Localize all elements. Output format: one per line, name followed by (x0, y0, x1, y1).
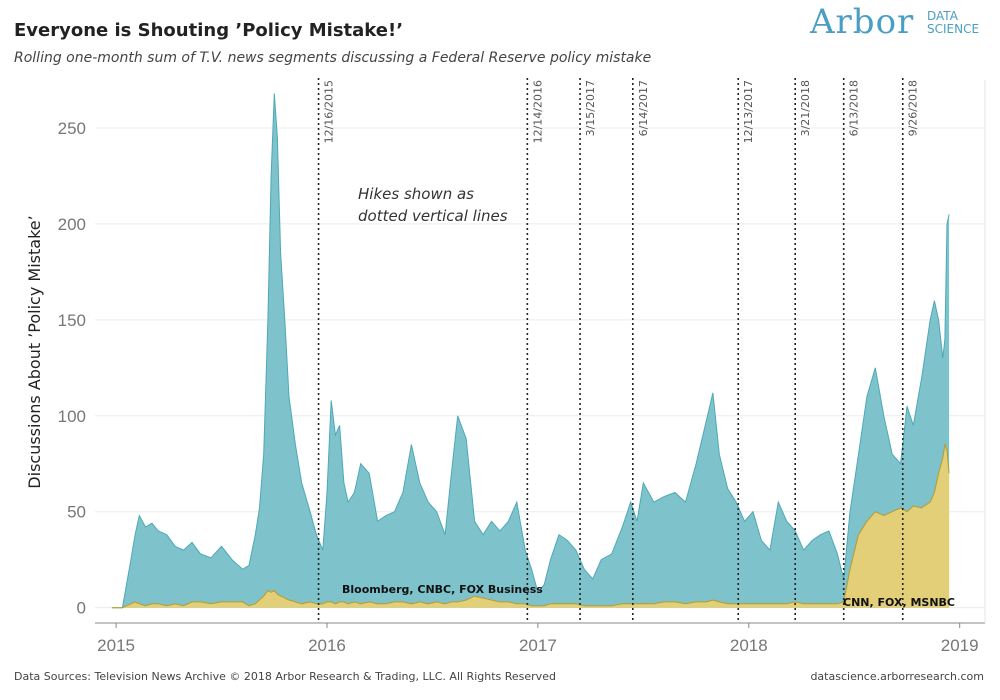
arbor-logo: Arbor DATA SCIENCE (810, 2, 995, 46)
logo-sub-line-2: SCIENCE (927, 22, 980, 36)
total-area (111, 93, 950, 608)
hike-label-7: 9/26/2018 (907, 80, 920, 136)
x-tick-2016: 2016 (308, 636, 346, 655)
hike-label-3: 6/14/2017 (637, 80, 650, 136)
y-tick-0: 0 (77, 599, 86, 618)
logo-sub-line-1: DATA (927, 9, 958, 23)
x-tick-2015: 2015 (97, 636, 135, 655)
series-label-bloomberg: Bloomberg, CNBC, FOX Business (342, 583, 543, 596)
x-tick-2018: 2018 (730, 636, 768, 655)
footer-sources: Data Sources: Television News Archive © … (14, 670, 556, 683)
hikes-note-line-2: dotted vertical lines (358, 207, 508, 225)
hike-label-2: 3/15/2017 (584, 80, 597, 136)
footer-url: datascience.arborresearch.com (810, 670, 984, 683)
hike-label-6: 6/13/2018 (848, 80, 861, 136)
y-tick-50: 50 (67, 503, 86, 522)
y-tick-150: 150 (58, 311, 86, 330)
logo-main-text: Arbor (810, 2, 915, 42)
hike-lines: 12/16/2015 12/14/2016 3/15/2017 6/14/2017 12… (317, 78, 920, 623)
chart-title: Everyone is Shouting ’Policy Mistake!’ (14, 20, 404, 41)
axes: 2015 2016 2017 2018 2019 (95, 80, 986, 655)
chart-subtitle: Rolling one-month sum of T.V. news segme… (14, 50, 652, 66)
area-series (111, 93, 950, 609)
hike-label-4: 12/13/2017 (742, 80, 755, 143)
total-line (111, 93, 950, 609)
x-tick-2017: 2017 (519, 636, 557, 655)
y-tick-100: 100 (58, 407, 86, 426)
y-tick-250: 250 (58, 119, 86, 138)
x-tick-2019: 2019 (941, 636, 979, 655)
sub-area (111, 444, 950, 608)
logo-sub-text: DATA SCIENCE (927, 10, 979, 36)
series-label-cnn: CNN, FOX, MSNBC (843, 596, 955, 609)
hike-label-5: 3/21/2018 (799, 80, 812, 136)
y-tick-200: 200 (58, 215, 86, 234)
hikes-note-line-1: Hikes shown as (358, 185, 474, 203)
y-axis-label: Discussions About ’Policy Mistake’ (25, 215, 44, 488)
hike-label-1: 12/14/2016 (531, 80, 544, 143)
hike-label-0: 12/16/2015 (323, 80, 336, 143)
sub-line (111, 442, 950, 609)
